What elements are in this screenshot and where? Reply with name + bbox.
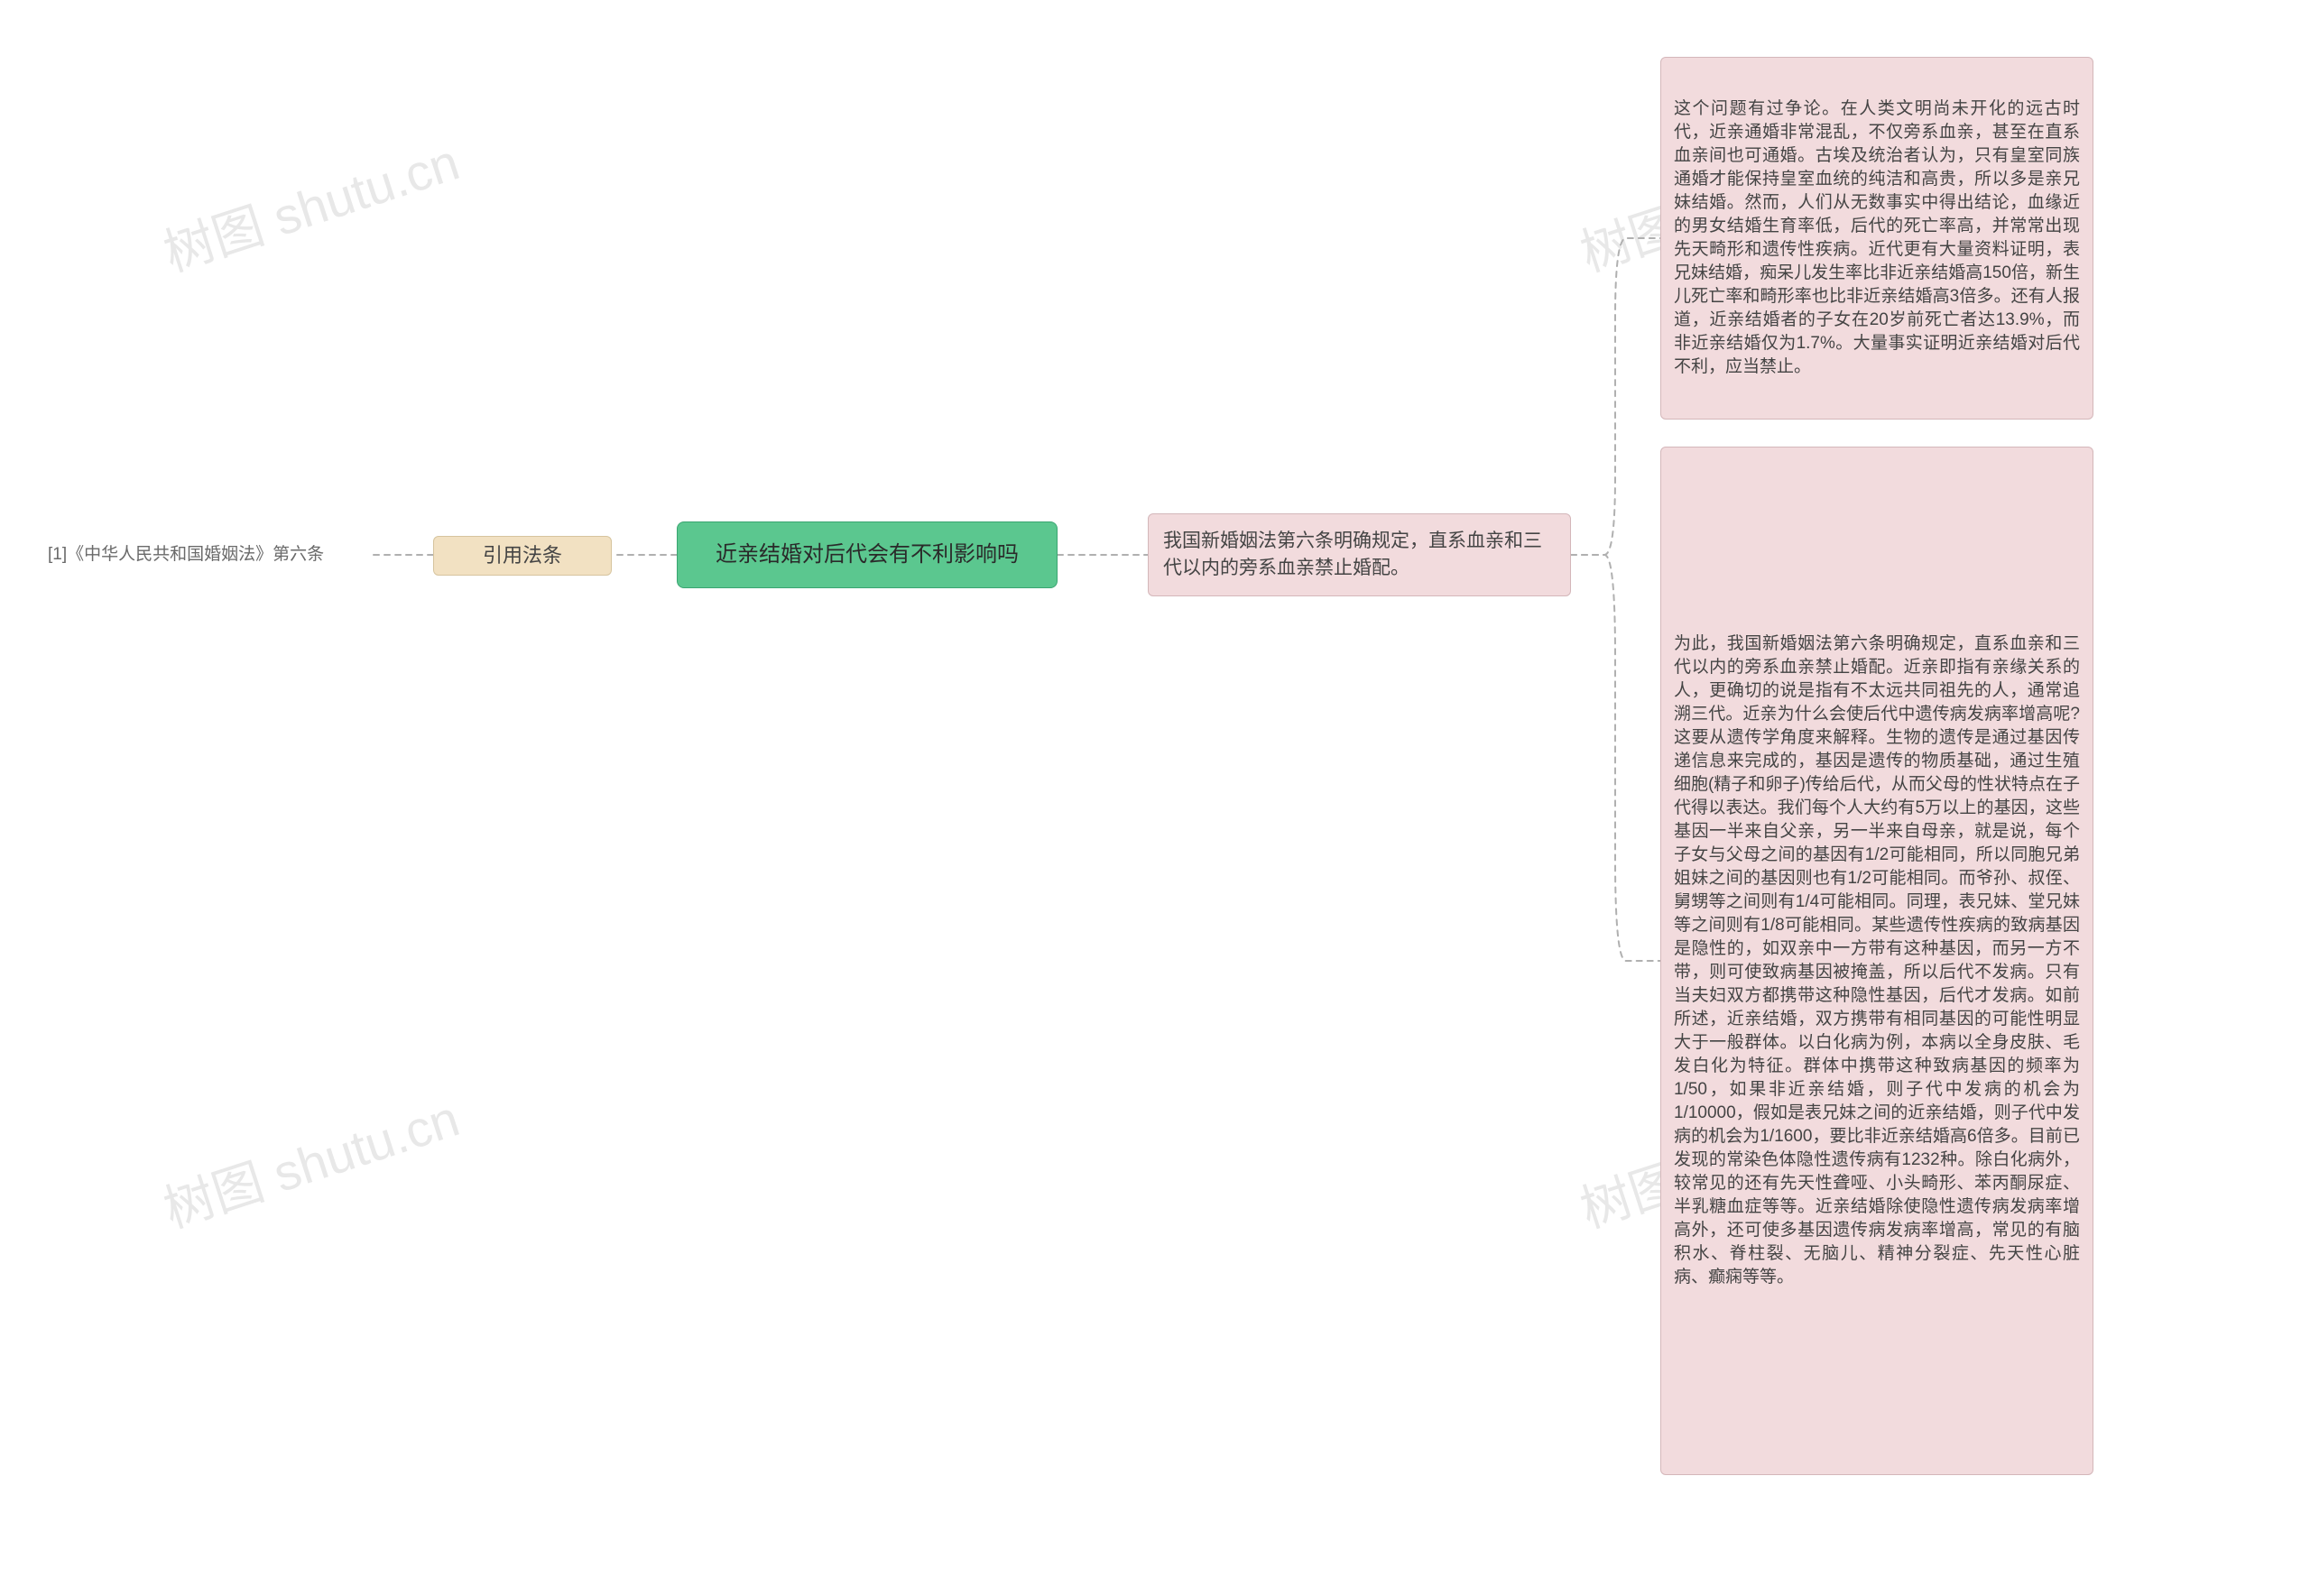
watermark: 树图 shutu.cn	[153, 1078, 467, 1242]
diagram-canvas: 树图 shutu.cn 树图 shutu.cn 树图 shutu.cn 树图 s…	[0, 0, 2310, 1596]
detail-top-node: 这个问题有过争论。在人类文明尚未开化的远古时代，近亲通婚非常混乱，不仅旁系血亲，…	[1660, 57, 2093, 420]
root-node: 近亲结婚对后代会有不利影响吗	[677, 521, 1058, 588]
detail-bottom-node: 为此，我国新婚姻法第六条明确规定，直系血亲和三代以内的旁系血亲禁止婚配。近亲即指…	[1660, 447, 2093, 1475]
watermark: 树图 shutu.cn	[153, 122, 467, 286]
law-summary-node: 我国新婚姻法第六条明确规定，直系血亲和三代以内的旁系血亲禁止婚配。	[1148, 513, 1571, 596]
citation-item-node: [1]《中华人民共和国婚姻法》第六条	[48, 542, 371, 567]
citation-header-node: 引用法条	[433, 536, 612, 576]
